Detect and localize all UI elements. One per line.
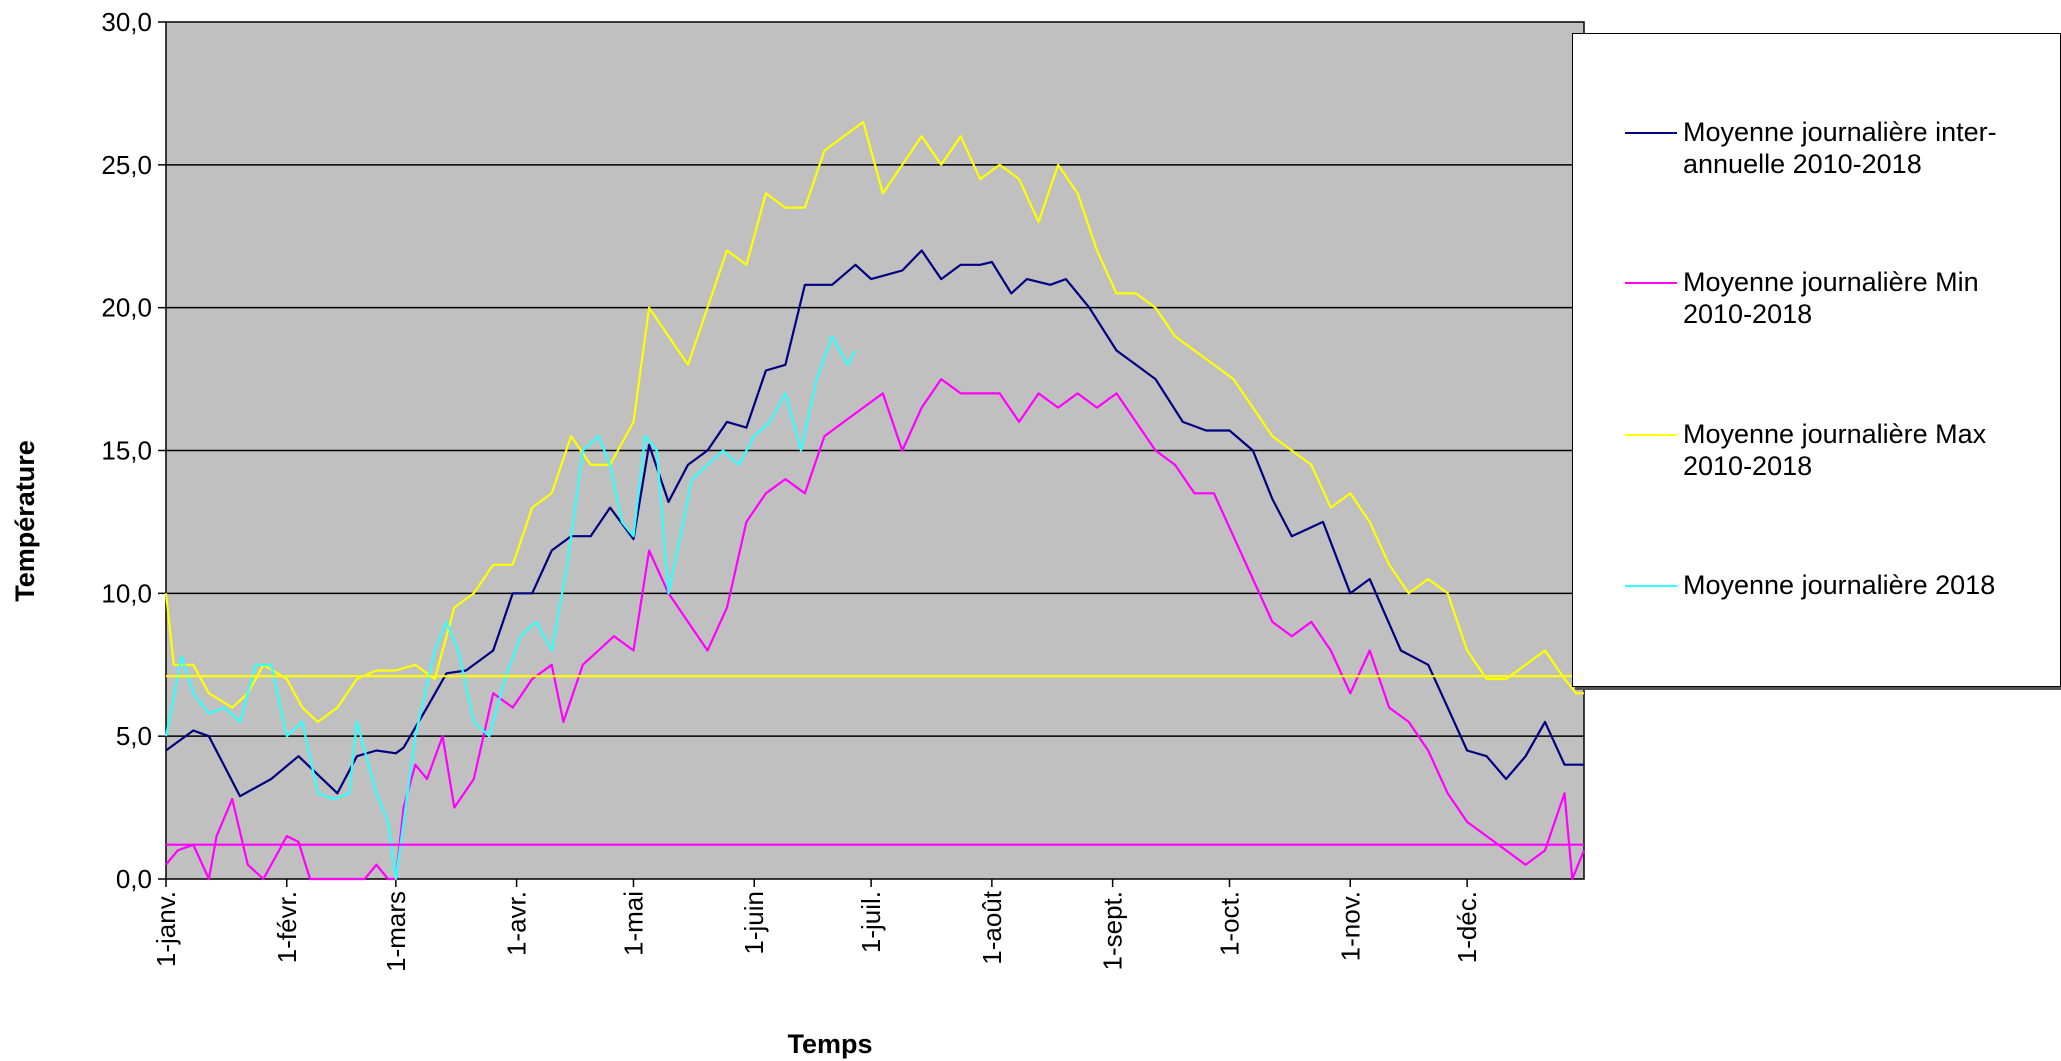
x-tick-labels: 1-janv. 1-févr. 1-mars 1-avr. 1-mai 1-juin 1-j… [151, 879, 1482, 972]
x-tick-label: 1-déc. [1452, 891, 1482, 963]
x-tick-label: 1-juin [739, 891, 769, 955]
legend-swatch-2018 [1625, 585, 1677, 587]
x-axis-title: Temps [787, 1029, 872, 1059]
y-tick-label: 15,0 [101, 436, 152, 466]
x-tick-label: 1-sept. [1098, 891, 1128, 971]
legend: Moyenne journalière inter-annuelle 2010-… [1572, 33, 2061, 687]
legend-item-interannual: Moyenne journalière inter-annuelle 2010-… [1625, 116, 2045, 180]
legend-label-2018: Moyenne journalière 2018 [1683, 570, 1996, 600]
series-line-0 [165, 249, 1584, 798]
y-tick-label: 5,0 [116, 721, 152, 751]
x-tick-label: 1-mars [381, 891, 411, 972]
x-tick-label: 1-nov. [1335, 891, 1365, 961]
x-tick-label: 1-avr. [502, 891, 532, 956]
series-group [164, 120, 1586, 881]
legend-swatch-interannual [1625, 132, 1677, 134]
y-tick-labels: 0,0 5,0 10,0 15,0 20,0 25,0 30,0 [101, 7, 166, 894]
legend-label-min: Moyenne journalière Min 2010-2018 [1683, 267, 1979, 329]
legend-item-min: Moyenne journalière Min 2010-2018 [1625, 266, 2045, 330]
y-tick-label: 25,0 [101, 150, 152, 180]
series-line-3 [164, 335, 857, 881]
legend-label-max: Moyenne journalière Max 2010-2018 [1683, 419, 1987, 481]
series-line-2 [164, 120, 1584, 724]
x-tick-label: 1-févr. [272, 891, 302, 963]
legend-swatch-max [1625, 434, 1677, 436]
series-line-1 [165, 378, 1586, 881]
legend-item-2018: Moyenne journalière 2018 [1625, 569, 2045, 601]
y-axis-title: Température [10, 440, 40, 602]
x-tick-label: 1-août [977, 890, 1007, 964]
legend-label-interannual: Moyenne journalière inter-annuelle 2010-… [1683, 117, 1997, 179]
legend-item-max: Moyenne journalière Max 2010-2018 [1625, 418, 2045, 482]
y-tick-label: 0,0 [116, 864, 152, 894]
x-tick-label: 1-janv. [151, 891, 181, 967]
x-tick-label: 1-oct. [1215, 891, 1245, 956]
x-tick-label: 1-mai [618, 891, 648, 956]
x-tick-label: 1-juil. [856, 891, 886, 953]
y-tick-label: 20,0 [101, 293, 152, 323]
legend-swatch-min [1625, 282, 1677, 284]
y-tick-label: 30,0 [101, 7, 152, 37]
y-tick-label: 10,0 [101, 578, 152, 608]
